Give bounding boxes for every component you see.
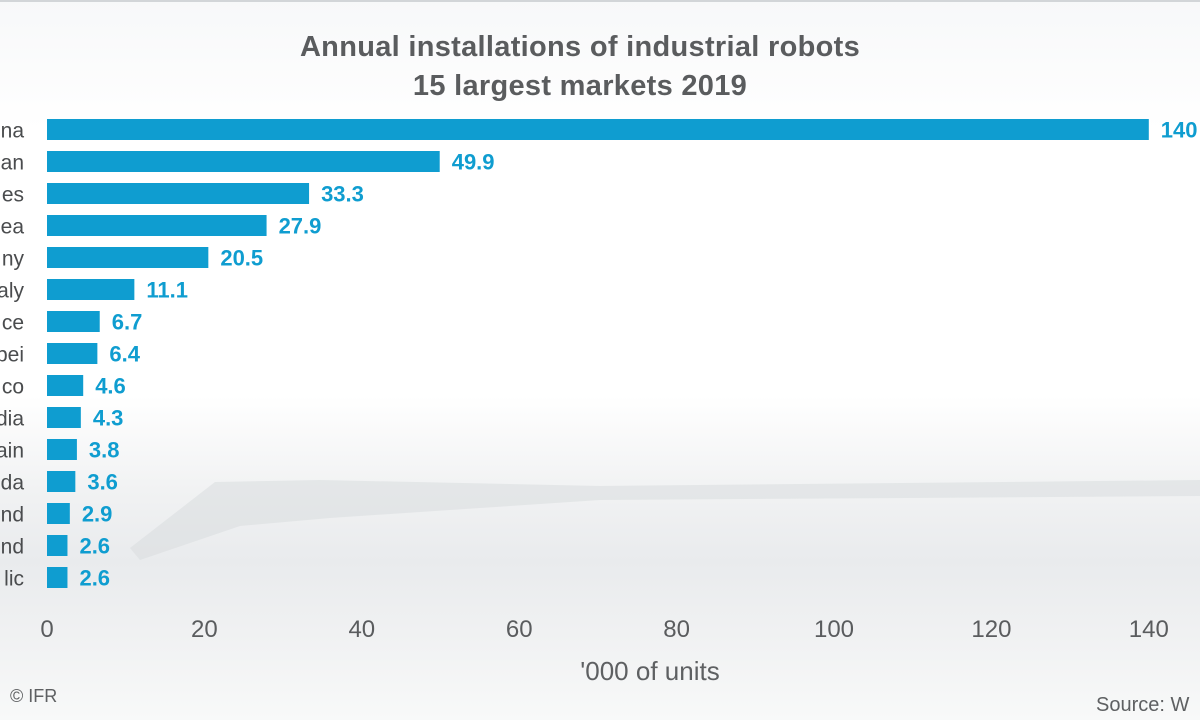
- x-axis-title: '000 of units: [580, 656, 720, 686]
- data-label: 140: [1161, 118, 1198, 143]
- x-tick-label: 60: [506, 616, 533, 643]
- bar: [47, 375, 84, 396]
- copyright-label: © IFR: [10, 686, 58, 706]
- x-tick-label: 20: [191, 616, 218, 643]
- bar: [47, 119, 1149, 140]
- background-reflection: [130, 480, 1200, 560]
- data-label: 11.1: [146, 278, 188, 303]
- data-label: 6.4: [109, 342, 140, 367]
- category-label: bei: [0, 344, 24, 367]
- bar: [47, 183, 310, 204]
- category-label: ain: [0, 440, 24, 463]
- top-rule: [0, 0, 1200, 2]
- category-label: co: [2, 376, 24, 399]
- category-label: aly: [0, 280, 24, 303]
- category-label: na: [1, 120, 25, 143]
- x-tick-label: 120: [971, 616, 1011, 643]
- chart-title-line-2: 15 largest markets 2019: [412, 70, 748, 102]
- bar: [47, 567, 68, 588]
- x-tick-label: 140: [1129, 616, 1169, 643]
- bar: [47, 535, 68, 556]
- data-label: 4.6: [95, 374, 126, 399]
- x-tick-label: 40: [348, 616, 375, 643]
- data-label: 2.6: [79, 534, 110, 559]
- x-tick-label: 80: [663, 616, 690, 643]
- data-label: 2.9: [82, 502, 113, 527]
- bar: [47, 407, 81, 428]
- category-label: ce: [2, 312, 24, 335]
- bar: [47, 151, 440, 172]
- bar: [47, 439, 77, 460]
- category-label: dia: [0, 408, 24, 431]
- bar: [47, 311, 100, 332]
- data-label: 3.8: [89, 438, 120, 463]
- category-label: an: [1, 152, 24, 175]
- x-tick-label: 100: [814, 616, 854, 643]
- bar: [47, 247, 209, 268]
- data-label: 6.7: [112, 310, 143, 335]
- bar: [47, 471, 76, 492]
- chart-title-line-1: Annual installations of industrial robot…: [299, 31, 861, 63]
- bar: [47, 215, 267, 236]
- data-label: 33.3: [321, 182, 364, 207]
- data-label: 3.6: [87, 470, 118, 495]
- data-label: 20.5: [220, 246, 263, 271]
- category-label: nd: [1, 504, 24, 527]
- x-tick-label: 0: [40, 616, 53, 643]
- data-label: 27.9: [279, 214, 322, 239]
- source-label: Source: W: [1096, 694, 1190, 716]
- category-label: da: [1, 472, 25, 495]
- category-label: es: [2, 184, 24, 207]
- bar: [47, 343, 98, 364]
- bar: [47, 503, 70, 524]
- category-label: nd: [1, 536, 24, 559]
- category-label: ny: [2, 248, 25, 271]
- category-label: lic: [4, 568, 24, 591]
- bar: [47, 279, 135, 300]
- category-label: ea: [1, 216, 25, 239]
- data-label: 49.9: [452, 150, 495, 175]
- data-label: 2.6: [79, 566, 110, 591]
- data-label: 4.3: [93, 406, 124, 431]
- chart-title: Annual installations of industrial robot…: [180, 28, 980, 106]
